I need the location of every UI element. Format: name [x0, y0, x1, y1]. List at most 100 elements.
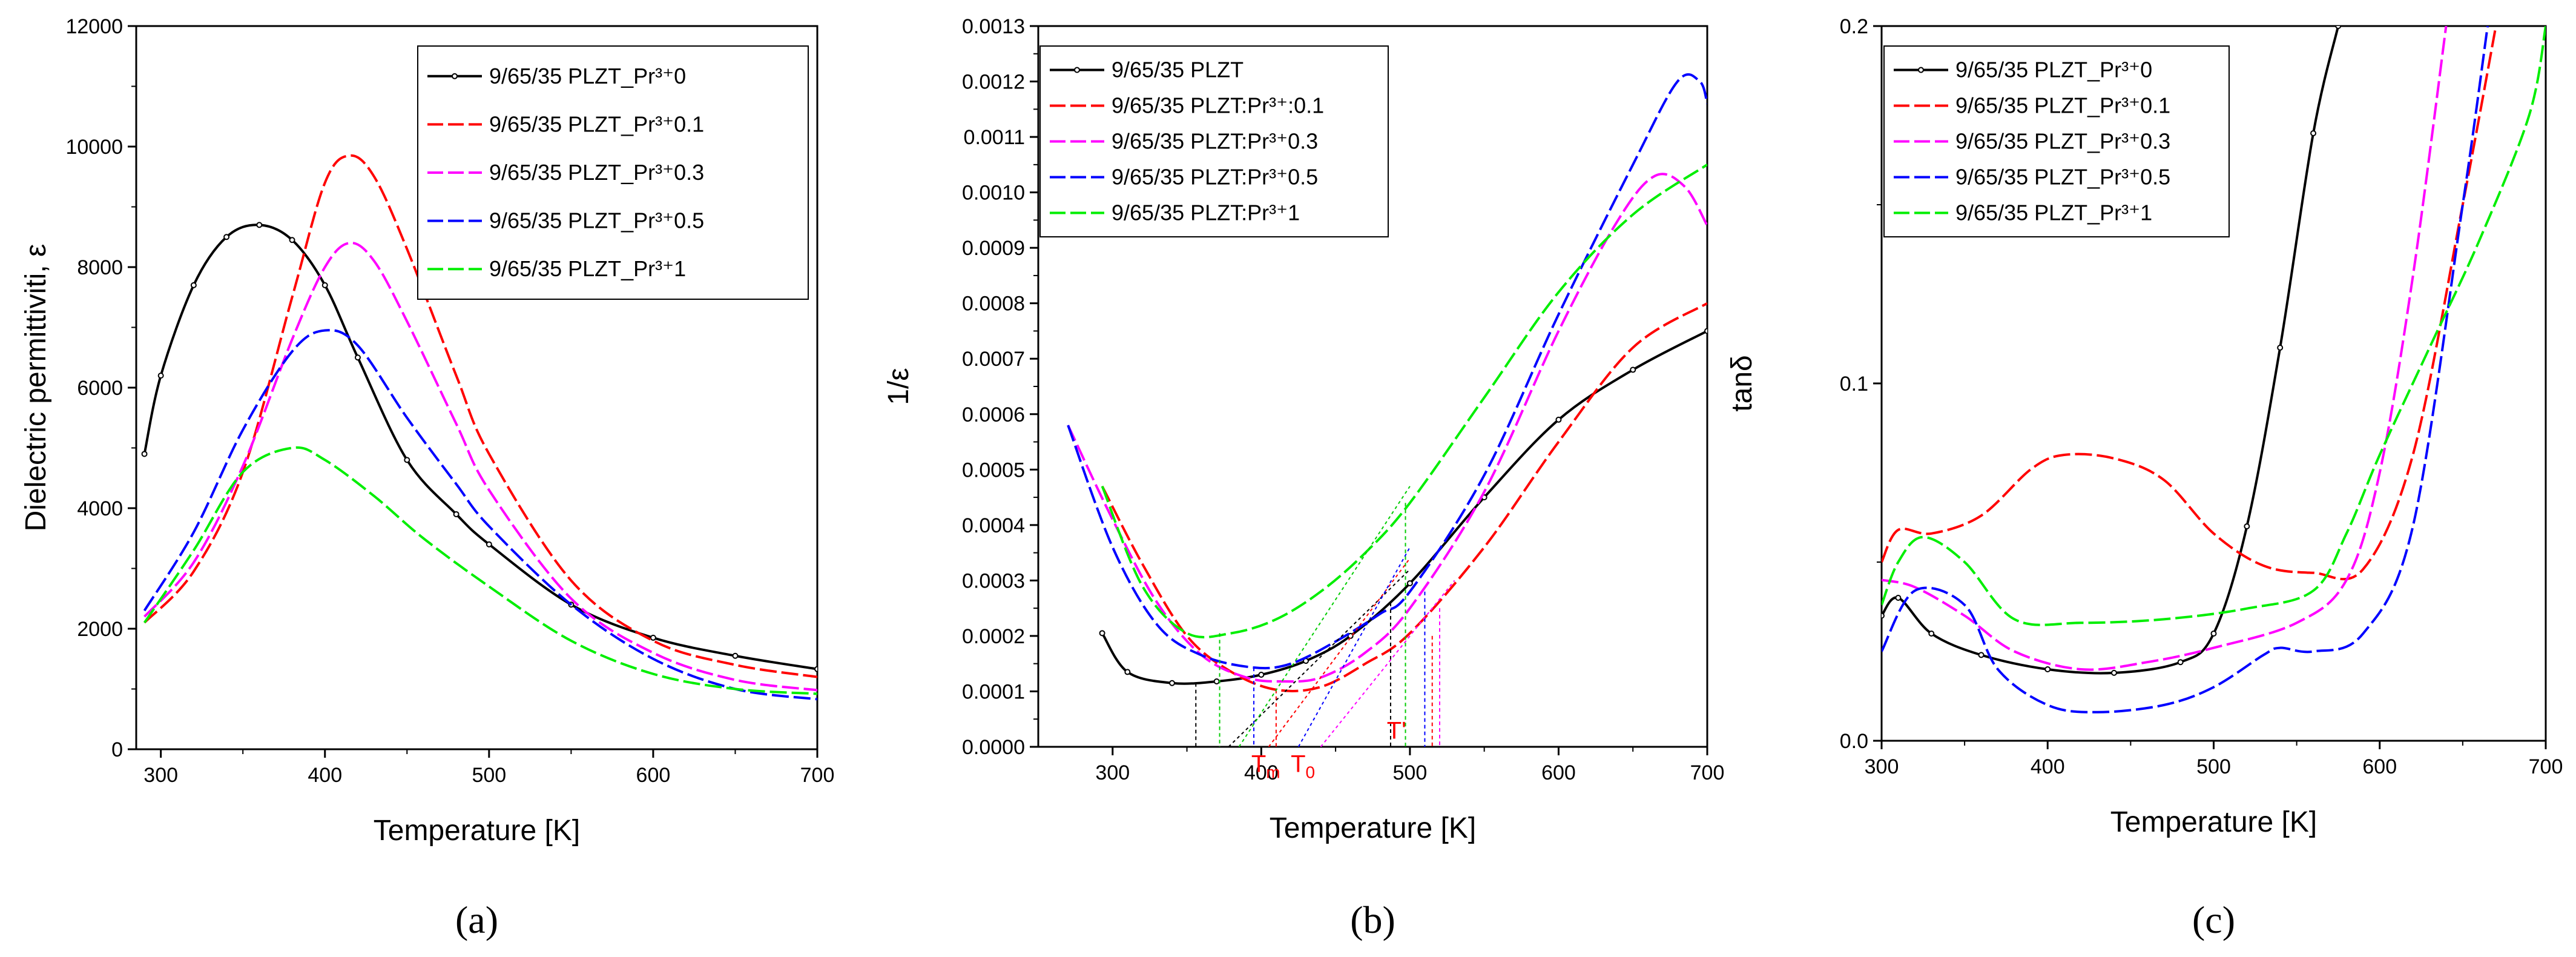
series-point	[814, 666, 817, 672]
legend-box	[417, 45, 809, 300]
series-line-3	[1882, 26, 2448, 671]
chart-panel-3: 300 400 500 600 700 0.0 0.1 0.2 Temperature [K] t…	[1726, 15, 2563, 941]
x-tick-label: 700	[800, 764, 835, 787]
series-point	[190, 282, 197, 288]
y-tick-label: 0.0	[1840, 730, 1868, 753]
y-axis-title: tanδ	[1726, 355, 1758, 411]
y-tick-label: 0.0008	[962, 293, 1025, 316]
construction-lines	[1195, 486, 1455, 747]
y-axis-title: 1/ε	[883, 368, 915, 405]
y-tick-label: 0.0009	[962, 237, 1025, 260]
series-group	[1882, 26, 2546, 714]
legend-entry: 9/65/35 PLZT_Pr³⁺0	[1955, 58, 2152, 82]
y-tick-label: 0.0010	[962, 182, 1025, 205]
x-tick-label: 400	[1244, 761, 1279, 784]
x-tick-label: 600	[2362, 755, 2397, 778]
series-point	[1704, 328, 1707, 334]
legend-entry: 9/65/35 PLZT:Pr³⁺0.5	[1112, 165, 1318, 190]
x-tick-label: 400	[308, 764, 342, 787]
x-tick-label: 600	[636, 764, 671, 787]
legend-entry: 9/65/35 PLZT_Pr³⁺1	[1955, 200, 2152, 225]
series-line-1	[1882, 26, 2340, 675]
extrapolation-line	[1320, 580, 1455, 747]
chart-panel-1: 300 400 500 600 700 0 2000 4000 6000 8000 10000 120…	[20, 15, 834, 941]
series-point	[1213, 678, 1220, 684]
x-axis-title: Temperature [K]	[1270, 812, 1476, 844]
annotation-label: Tm	[1251, 750, 1280, 781]
y-tick-label: 0.0013	[962, 15, 1025, 38]
series-point	[256, 222, 263, 228]
series-point	[2277, 345, 2284, 351]
legend-marker	[452, 73, 458, 79]
panel-label: (a)	[455, 898, 498, 941]
series-point	[1882, 612, 1885, 619]
legend: 9/65/35 PLZT 9/65/35 PLZT:Pr³⁺:0.1 9/65/35…	[1039, 45, 1389, 237]
x-tick-label: 400	[2031, 755, 2065, 778]
series-point	[650, 634, 656, 641]
series-point	[1928, 631, 1935, 637]
series-line-1	[1101, 329, 1707, 685]
x-tick-label: 700	[1690, 761, 1725, 784]
legend-entry: 9/65/35 PLZT_Pr³⁺0.3	[1955, 129, 2170, 154]
series-point	[453, 511, 460, 517]
series-line-2	[1101, 302, 1707, 692]
extrapolation-line	[1238, 486, 1411, 747]
x-tick-label: 700	[2529, 755, 2563, 778]
y-tick-label: 0.0001	[962, 680, 1025, 703]
series-line-4	[143, 329, 817, 701]
extrapolation-line	[1297, 546, 1411, 747]
series-point	[2310, 130, 2317, 136]
legend-entry: 9/65/35 PLZT_Pr³⁺0.1	[1955, 93, 2170, 118]
series-point	[1258, 672, 1265, 678]
x-tick-label: 500	[2196, 755, 2231, 778]
annotation-label: T'	[1387, 718, 1406, 744]
series-group	[141, 154, 817, 701]
legend-entry: 9/65/35 PLZT_Pr³⁺0.5	[1955, 165, 2170, 190]
y-tick-label: 0.0012	[962, 71, 1025, 94]
annotation-subscript: m	[1266, 763, 1280, 781]
y-axis-title: Dielectric permittiviti, ε	[20, 244, 52, 532]
y-tick-label: 0.0002	[962, 625, 1025, 648]
y-tick-label: 10000	[65, 136, 123, 159]
y-tick-label: 0.0011	[964, 126, 1025, 149]
legend-entry: 9/65/35 PLZT_Pr³⁺1	[489, 256, 686, 281]
annotation-subscript: 0	[1306, 763, 1316, 781]
series-point	[1406, 580, 1413, 586]
series-line-5	[1101, 164, 1707, 638]
legend: 9/65/35 PLZT_Pr³⁺0 9/65/35 PLZT_Pr³⁺0.1 9/…	[1883, 45, 2230, 237]
legend-entry: 9/65/35 PLZT_Pr³⁺0.1	[489, 111, 704, 136]
series-point	[404, 457, 410, 463]
series-point	[321, 282, 328, 288]
series-line-3	[143, 242, 817, 692]
series-point	[157, 373, 164, 379]
y-tick-label: 0.0000	[962, 736, 1025, 759]
x-tick-label: 300	[1865, 755, 1899, 778]
series-point	[1895, 595, 1902, 601]
series-line-3	[1067, 173, 1707, 683]
y-tick-label: 0.0005	[962, 459, 1025, 482]
y-tick-label: 8000	[77, 256, 123, 279]
y-tick-label: 4000	[77, 497, 123, 520]
extrapolation-line	[1268, 558, 1411, 747]
x-axis-title: Temperature [K]	[374, 815, 580, 847]
series-point	[223, 234, 230, 240]
legend-entry: 9/65/35 PLZT_Pr³⁺0.3	[489, 160, 704, 185]
y-tick-label: 2000	[77, 618, 123, 641]
series-point	[2110, 669, 2117, 676]
legend-marker	[1918, 67, 1924, 73]
series-point	[289, 237, 295, 243]
series-line-5	[143, 446, 817, 695]
legend-entry: 9/65/35 PLZT	[1112, 58, 1244, 82]
legend-entry: 9/65/35 PLZT:Pr³⁺:0.1	[1112, 93, 1324, 118]
series-point	[141, 451, 148, 457]
panel-label: (c)	[2192, 898, 2235, 941]
y-tick-label: 0.0007	[962, 348, 1025, 371]
legend-entry: 9/65/35 PLZT_Pr³⁺0	[489, 64, 686, 88]
series-point	[1099, 630, 1105, 637]
y-tick-label: 0.0006	[962, 403, 1025, 426]
x-tick-label: 300	[1095, 761, 1130, 784]
series-line-5	[1882, 26, 2546, 626]
series-point	[486, 541, 492, 548]
series-point	[1978, 652, 1985, 658]
series-point	[1169, 680, 1175, 686]
